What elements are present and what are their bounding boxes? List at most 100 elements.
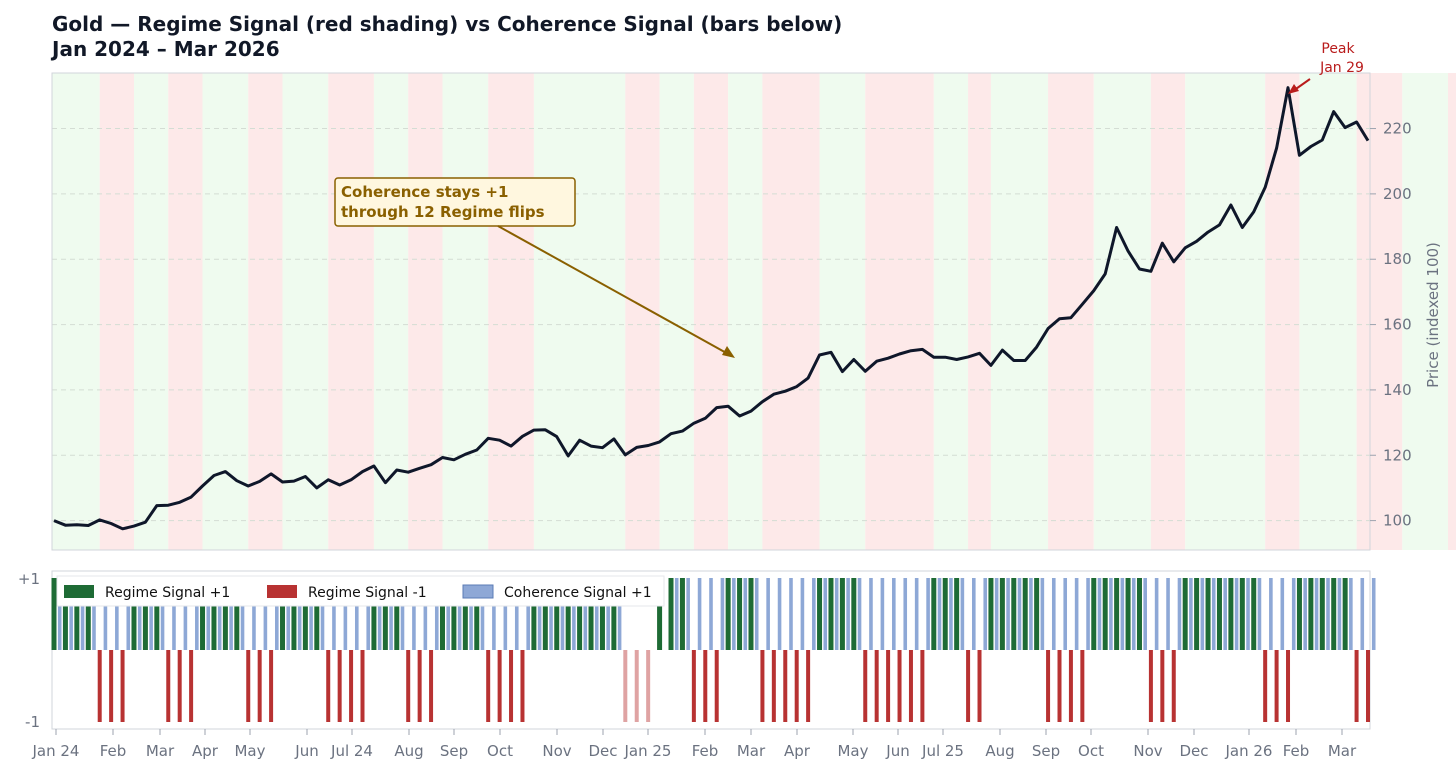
regime-shade-period bbox=[1447, 73, 1456, 550]
coherence-bar bbox=[1371, 578, 1376, 650]
regime-bar-negative bbox=[1148, 650, 1153, 722]
regime-bar-negative bbox=[760, 650, 765, 722]
regime-bar-negative bbox=[360, 650, 365, 722]
coherence-bar bbox=[1303, 578, 1307, 650]
coherence-annotation-line1: Coherence stays +1 bbox=[341, 183, 508, 201]
regime-shade-period bbox=[99, 73, 134, 550]
regime-bar-positive bbox=[588, 578, 594, 650]
coherence-bar bbox=[297, 578, 302, 650]
coherence-bar bbox=[1120, 578, 1125, 650]
time-tick-label: Feb bbox=[692, 742, 719, 760]
coherence-bar bbox=[309, 578, 313, 650]
regime-bar-positive bbox=[599, 578, 605, 650]
regime-bar-positive bbox=[62, 578, 68, 650]
regime-shade-period bbox=[990, 73, 1049, 550]
regime-shade-period bbox=[1185, 73, 1266, 550]
chart-subtitle: Jan 2024 – Mar 2026 bbox=[50, 37, 280, 61]
regime-bar-negative bbox=[703, 650, 708, 722]
regime-bar-negative bbox=[806, 650, 811, 722]
coherence-bar bbox=[446, 578, 450, 650]
regime-bar-positive bbox=[211, 578, 217, 650]
regime-bar-positive bbox=[828, 578, 834, 650]
price-tick-label: 140 bbox=[1383, 381, 1412, 399]
time-tick-label: Jan 25 bbox=[624, 742, 672, 760]
regime-bar-negative bbox=[1263, 650, 1268, 722]
time-tick-label: Oct bbox=[1078, 742, 1104, 760]
regime-shade-period bbox=[133, 73, 169, 550]
coherence-bar bbox=[846, 578, 850, 650]
time-tick-label: Nov bbox=[1133, 742, 1162, 760]
coherence-bar bbox=[480, 578, 485, 650]
time-tick-label: Mar bbox=[146, 742, 175, 760]
coherence-annotation-arrow bbox=[497, 225, 731, 356]
regime-shade-period bbox=[1299, 73, 1357, 550]
coherence-bar bbox=[1029, 578, 1033, 650]
regime-bar-positive bbox=[1182, 578, 1188, 650]
regime-bar-positive bbox=[1091, 578, 1097, 650]
coherence-bar bbox=[457, 578, 462, 650]
regime-bar-positive bbox=[74, 578, 80, 650]
regime-bar-negative bbox=[177, 650, 182, 722]
regime-bar-negative bbox=[406, 650, 411, 722]
regime-bar-negative bbox=[120, 650, 125, 722]
regime-bar-positive bbox=[85, 578, 91, 650]
regime-shade-period bbox=[659, 73, 694, 550]
regime-bar-positive bbox=[988, 578, 994, 650]
regime-shade-period bbox=[625, 73, 660, 550]
coherence-bar bbox=[1166, 578, 1170, 650]
coherence-bar bbox=[1131, 578, 1136, 650]
regime-shade-period bbox=[533, 73, 626, 550]
time-tick-label: Aug bbox=[394, 742, 423, 760]
time-tick-label: Jun bbox=[294, 742, 318, 760]
price-tick-label: 160 bbox=[1383, 316, 1412, 334]
regime-shade-period bbox=[762, 73, 820, 550]
coherence-bar bbox=[1280, 578, 1285, 650]
coherence-bar bbox=[537, 578, 542, 650]
regime-bar-positive bbox=[200, 578, 206, 650]
regime-shade-period bbox=[1265, 73, 1300, 550]
coherence-bar bbox=[320, 578, 325, 650]
coherence-bar bbox=[594, 578, 599, 650]
regime-bar-negative bbox=[97, 650, 102, 722]
regime-bar-positive bbox=[657, 578, 663, 650]
peak-annotation-line1: Peak bbox=[1321, 41, 1355, 57]
coherence-bar bbox=[195, 578, 199, 650]
coherence-bar bbox=[217, 578, 222, 650]
coherence-bar bbox=[1246, 578, 1250, 650]
regime-bar-positive bbox=[1251, 578, 1257, 650]
coherence-bar bbox=[583, 578, 588, 650]
regime-bar-positive bbox=[954, 578, 960, 650]
coherence-bar bbox=[686, 578, 690, 650]
coherence-bar bbox=[377, 578, 382, 650]
regime-bar-negative bbox=[646, 650, 651, 722]
regime-bar-negative bbox=[1171, 650, 1176, 722]
time-tick-label: Sep bbox=[1032, 742, 1060, 760]
coherence-bar bbox=[926, 578, 930, 650]
regime-bar-negative bbox=[1354, 650, 1359, 722]
coherence-bar bbox=[492, 578, 496, 650]
regime-shade-period bbox=[408, 73, 443, 550]
regime-bar-negative bbox=[1366, 650, 1370, 722]
coherence-bar bbox=[617, 578, 622, 650]
regime-bar-negative bbox=[874, 650, 879, 722]
coherence-bar bbox=[183, 578, 188, 650]
regime-bar-negative bbox=[497, 650, 502, 722]
regime-bar-positive bbox=[1239, 578, 1245, 650]
regime-bar-negative bbox=[783, 650, 788, 722]
coherence-bar bbox=[1349, 578, 1353, 650]
coherence-bar bbox=[400, 578, 405, 650]
coherence-bar bbox=[160, 578, 165, 650]
regime-shade-period bbox=[693, 73, 729, 550]
regime-bar-positive bbox=[1228, 578, 1234, 650]
coherence-bar bbox=[503, 578, 508, 650]
regime-bar-negative bbox=[886, 650, 891, 722]
price-panel-frame bbox=[51, 72, 1371, 551]
regime-shade-period bbox=[1402, 73, 1448, 550]
legend-frame bbox=[56, 575, 665, 607]
regime-shade-period bbox=[248, 73, 283, 550]
coherence-bar bbox=[1074, 578, 1079, 650]
regime-bar-negative bbox=[1057, 650, 1062, 722]
time-tick-label: Mar bbox=[1328, 742, 1357, 760]
regime-bar-positive bbox=[1022, 578, 1028, 650]
regime-bar-positive bbox=[382, 578, 388, 650]
